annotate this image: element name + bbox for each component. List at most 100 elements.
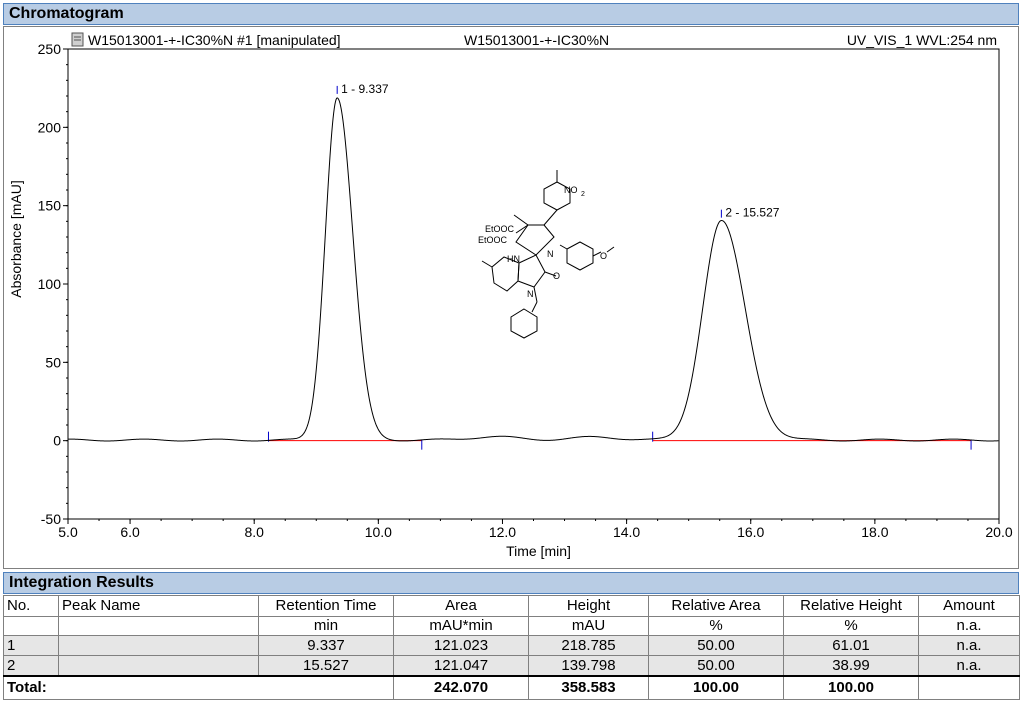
x-tick-label: 16.0 [737, 524, 764, 540]
bond [559, 244, 568, 250]
table-header-row: No. Peak Name Retention Time Area Height… [3, 595, 1020, 617]
cell-no: 1 [3, 635, 59, 656]
x-tick-label: 20.0 [985, 524, 1012, 540]
header-retention-time: Retention Time [258, 595, 394, 617]
x-axis-label: Time [min] [506, 543, 571, 559]
chromatogram-section-header: Chromatogram [3, 3, 1019, 25]
cell-height: 139.798 [528, 655, 649, 677]
y-tick-label: 200 [38, 119, 62, 135]
label-no2: NO [564, 185, 578, 195]
cell-peak-name [58, 635, 259, 656]
cell-amount: n.a. [918, 635, 1020, 656]
header-amount: Amount [918, 595, 1020, 617]
bond [513, 214, 529, 226]
unit-no [3, 616, 59, 636]
cell-retention-time: 9.337 [258, 635, 394, 656]
total-relative-area: 100.00 [648, 675, 784, 700]
unit-retention-time: min [258, 616, 394, 636]
bond [531, 301, 538, 313]
pyrrolidine-ring [515, 224, 555, 256]
unit-relative-area: % [648, 616, 784, 636]
chromatogram-chart: -50 0 50 100 150 200 250 5.0 6.0 8.0 10.0 12.0 14.0 1… [8, 32, 1013, 559]
integration-title: Integration Results [9, 574, 154, 591]
bond [533, 286, 538, 303]
unit-amount: n.a. [918, 616, 1020, 636]
x-tick-label: 18.0 [861, 524, 888, 540]
label-n2: N [527, 289, 534, 299]
bond [515, 224, 529, 234]
header-relative-height: Relative Height [783, 595, 919, 617]
table-units-row: min mAU*min mAU % % n.a. [3, 616, 1020, 636]
unit-area: mAU*min [393, 616, 529, 636]
unit-relative-height: % [783, 616, 919, 636]
y-tick-label: 0 [53, 433, 61, 449]
y-tick-label: -50 [41, 511, 61, 527]
unit-peak-name [58, 616, 259, 636]
chromatogram-trace [67, 97, 999, 442]
cell-relative-area: 50.00 [648, 655, 784, 677]
label-hn: HN [507, 254, 520, 264]
bond [481, 260, 493, 268]
x-tick-label: 8.0 [244, 524, 264, 540]
cell-retention-time: 15.527 [258, 655, 394, 677]
bond [544, 271, 557, 277]
cell-area: 121.023 [393, 635, 529, 656]
cell-height: 218.785 [528, 635, 649, 656]
axes-layer: -50 0 50 100 150 200 250 5.0 6.0 8.0 10.0 12.0 14.0 1… [8, 41, 1013, 559]
label-etooc-1: EtOOC [485, 224, 515, 234]
cell-peak-name [58, 655, 259, 677]
total-label: Total: [3, 675, 394, 700]
chart-header-left: W15013001-+-IC30%N #1 [manipulated] [88, 32, 341, 48]
integration-results-table: No. Peak Name Retention Time Area Height… [3, 595, 1020, 700]
label-etooc-2: EtOOC [478, 235, 508, 245]
y-tick-label: 50 [45, 354, 61, 370]
y-tick-label: 100 [38, 276, 62, 292]
oxindole-five-ring [517, 254, 546, 288]
cell-relative-area: 50.00 [648, 635, 784, 656]
label-n1: N [547, 249, 554, 259]
table-total-row: Total: 242.070 358.583 100.00 100.00 [3, 675, 1020, 700]
total-area: 242.070 [393, 675, 529, 700]
header-peak-name: Peak Name [58, 595, 259, 617]
marks-layer: 1 - 9.337 2 - 15.527 [67, 82, 999, 450]
header-height: Height [528, 595, 649, 617]
x-tick-label: 5.0 [58, 524, 78, 540]
cell-relative-height: 61.01 [783, 635, 919, 656]
y-tick-label: 150 [38, 198, 62, 214]
y-tick-label: 250 [38, 41, 62, 57]
chart-header-center: W15013001-+-IC30%N [464, 32, 609, 48]
table-row: 1 9.337 121.023 218.785 50.00 61.01 n.a. [3, 635, 1020, 656]
benzyl-ring [510, 308, 538, 339]
header-area: Area [393, 595, 529, 617]
total-amount [918, 675, 1020, 700]
label-ome-o: O [600, 251, 607, 261]
methoxyphenyl-ring [566, 241, 594, 271]
header-relative-area: Relative Area [648, 595, 784, 617]
chart-header-right: UV_VIS_1 WVL:254 nm [847, 32, 997, 48]
table-row: 2 15.527 121.047 139.798 50.00 38.99 n.a… [3, 655, 1020, 677]
label-no2-sub: 2 [581, 191, 585, 198]
cell-amount: n.a. [918, 655, 1020, 677]
benzo-ring [491, 256, 520, 292]
integration-section-header: Integration Results [3, 572, 1019, 594]
bond [592, 251, 602, 257]
peak-label-1: 1 - 9.337 [341, 82, 389, 96]
x-tick-label: 6.0 [120, 524, 140, 540]
cell-no: 2 [3, 655, 59, 677]
cell-area: 121.047 [393, 655, 529, 677]
total-relative-height: 100.00 [783, 675, 919, 700]
x-tick-label: 10.0 [365, 524, 392, 540]
molecule-structure [481, 170, 615, 339]
header-no: No. [3, 595, 59, 617]
bond [606, 246, 615, 253]
unit-height: mAU [528, 616, 649, 636]
chromatogram-title: Chromatogram [9, 5, 124, 22]
label-o: O [553, 271, 560, 281]
peak-label-2: 2 - 15.527 [725, 206, 779, 220]
cell-relative-height: 38.99 [783, 655, 919, 677]
plot-area [67, 48, 1000, 520]
y-axis-label: Absorbance [mAU] [8, 180, 24, 298]
total-height: 358.583 [528, 675, 649, 700]
x-tick-label: 12.0 [489, 524, 516, 540]
chart-frame: -50 0 50 100 150 200 250 5.0 6.0 8.0 10.0 12.0 14.0 1… [3, 26, 1019, 569]
